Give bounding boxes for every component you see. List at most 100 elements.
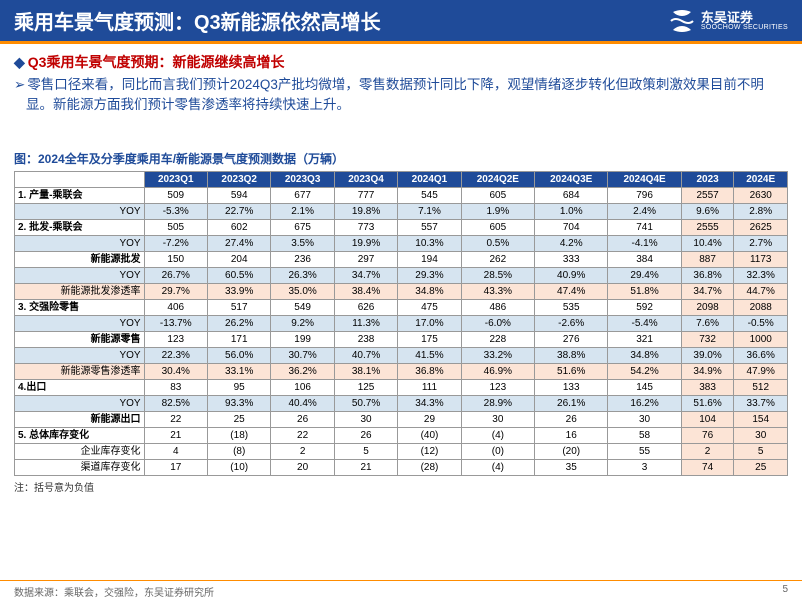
table-row: 5. 总体库存变化21(18)2226(40)(4)16587630 (15, 428, 788, 444)
cell: 1.9% (461, 204, 534, 220)
cell: 51.6% (681, 396, 734, 412)
cell: (12) (398, 444, 461, 460)
cell: 505 (144, 220, 207, 236)
row-label: 企业库存变化 (15, 444, 145, 460)
cell: 29.7% (144, 284, 207, 300)
cell: 4 (144, 444, 207, 460)
cell: 36.6% (734, 348, 788, 364)
cell: (28) (398, 460, 461, 476)
cell: 297 (334, 252, 397, 268)
table-row: 新能源零售渗透率30.4%33.1%36.2%38.1%36.8%46.9%51… (15, 364, 788, 380)
cell: 677 (271, 188, 334, 204)
cell: 26.2% (207, 316, 270, 332)
cell: 777 (334, 188, 397, 204)
cell: (8) (207, 444, 270, 460)
slide-title: 乘用车景气度预测：Q3新能源依然高增长 (14, 6, 381, 35)
cell: 605 (461, 220, 534, 236)
cell: -0.5% (734, 316, 788, 332)
cell: 557 (398, 220, 461, 236)
col-header: 2024E (734, 172, 788, 188)
cell: 29.4% (608, 268, 681, 284)
cell: 29 (398, 412, 461, 428)
table-row: 3. 交强险零售40651754962647548653559220982088 (15, 300, 788, 316)
cell: 26 (334, 428, 397, 444)
cell: 34.9% (681, 364, 734, 380)
cell: (20) (535, 444, 608, 460)
cell: 30 (461, 412, 534, 428)
col-header: 2024Q3E (535, 172, 608, 188)
table-row: 4.出口8395106125111123133145383512 (15, 380, 788, 396)
cell: 21 (334, 460, 397, 476)
slide-footer: 数据来源：乘联会，交强险，东吴证券研究所 5 (0, 580, 802, 602)
cell: 545 (398, 188, 461, 204)
row-label: 2. 批发-乘联会 (15, 220, 145, 236)
cell: 30.4% (144, 364, 207, 380)
cell: 175 (398, 332, 461, 348)
cell: 22 (271, 428, 334, 444)
cell: 0.5% (461, 236, 534, 252)
cell: 104 (681, 412, 734, 428)
arrow-bullet: ➢ (14, 77, 25, 92)
table-row: 渠道库存变化17(10)2021(28)(4)3537425 (15, 460, 788, 476)
col-header: 2024Q1 (398, 172, 461, 188)
table-row: 新能源批发1502042362971942623333848871173 (15, 252, 788, 268)
col-header: 2023Q1 (144, 172, 207, 188)
row-label: 新能源出口 (15, 412, 145, 428)
col-header: 2024Q4E (608, 172, 681, 188)
table-row: YOY26.7%60.5%26.3%34.7%29.3%28.5%40.9%29… (15, 268, 788, 284)
cell: 33.7% (734, 396, 788, 412)
subtitle-body: ➢零售口径来看，同比而言我们预计2024Q3产批均微增，零售数据预计同比下降，观… (14, 75, 788, 114)
col-header: 2023Q4 (334, 172, 397, 188)
cell: 28.9% (461, 396, 534, 412)
col-header: 2024Q2E (461, 172, 534, 188)
cell: -5.4% (608, 316, 681, 332)
cell: 517 (207, 300, 270, 316)
table-row: 新能源零售1231711992381752282763217321000 (15, 332, 788, 348)
cell: 47.4% (535, 284, 608, 300)
cell: (4) (461, 428, 534, 444)
cell: 773 (334, 220, 397, 236)
cell: 5 (334, 444, 397, 460)
company-logo: 东吴证券 SOOCHOW SECURITIES (669, 10, 788, 32)
cell: 228 (461, 332, 534, 348)
row-label: YOY (15, 236, 145, 252)
cell: 36.2% (271, 364, 334, 380)
col-header: 2023Q3 (271, 172, 334, 188)
cell: 321 (608, 332, 681, 348)
cell: 741 (608, 220, 681, 236)
cell: 2557 (681, 188, 734, 204)
cell: 54.2% (608, 364, 681, 380)
cell: 486 (461, 300, 534, 316)
cell: -4.1% (608, 236, 681, 252)
cell: 2.7% (734, 236, 788, 252)
cell: 38.4% (334, 284, 397, 300)
cell: 509 (144, 188, 207, 204)
table-row: 企业库存变化4(8)25(12)(0)(20)5525 (15, 444, 788, 460)
logo-en: SOOCHOW SECURITIES (701, 24, 788, 31)
cell: 2 (681, 444, 734, 460)
cell: 16 (535, 428, 608, 444)
cell: 1173 (734, 252, 788, 268)
cell: 17 (144, 460, 207, 476)
cell: 40.4% (271, 396, 334, 412)
cell: 30 (734, 428, 788, 444)
cell: 887 (681, 252, 734, 268)
cell: 20 (271, 460, 334, 476)
cell: 58 (608, 428, 681, 444)
cell: 22.7% (207, 204, 270, 220)
cell: 549 (271, 300, 334, 316)
cell: 22 (144, 412, 207, 428)
cell: 199 (271, 332, 334, 348)
table-row: 新能源出口2225263029302630104154 (15, 412, 788, 428)
cell: 93.3% (207, 396, 270, 412)
cell: 383 (681, 380, 734, 396)
cell: 262 (461, 252, 534, 268)
cell: 2555 (681, 220, 734, 236)
subtitle-primary: ◆Q3乘用车景气度预期：新能源继续高增长 (14, 52, 788, 72)
cell: 36.8% (398, 364, 461, 380)
cell: 1000 (734, 332, 788, 348)
cell: 535 (535, 300, 608, 316)
cell: 40.9% (535, 268, 608, 284)
cell: 123 (461, 380, 534, 396)
row-label: YOY (15, 316, 145, 332)
